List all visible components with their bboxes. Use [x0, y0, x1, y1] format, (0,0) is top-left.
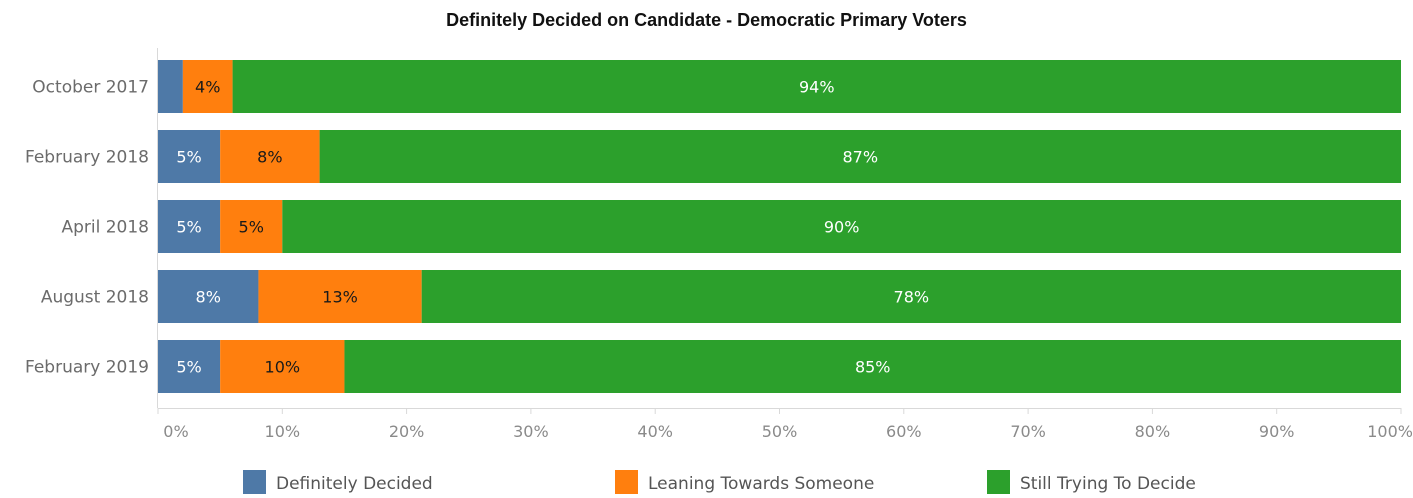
data-label: 85% [855, 358, 891, 377]
legend-item: Definitely Decided [243, 470, 433, 494]
bar-segment [158, 340, 221, 393]
bar-segment [344, 340, 1402, 393]
bars-group: 4% 94% 5% 8% 87% 5% 5% 90% 8% 13% 78% 5% 10% 85% [158, 60, 1402, 393]
bar-segment [158, 200, 221, 253]
category-label: August 2018 [41, 288, 149, 308]
chart-title: Definitely Decided on Candidate - Democr… [446, 10, 967, 30]
x-tick-label: 20% [389, 422, 425, 441]
bar-segment [158, 60, 183, 113]
data-label: 94% [799, 78, 835, 97]
legend-swatch [987, 470, 1010, 494]
stacked-bar-chart: October 2017 February 2018 April 2018 Augus… [25, 48, 1413, 441]
data-label: 13% [322, 288, 358, 307]
x-tick-label: 90% [1259, 422, 1295, 441]
bar-segment [319, 130, 1402, 183]
x-tick-label: 70% [1010, 422, 1046, 441]
x-tick-label: 80% [1135, 422, 1171, 441]
data-label: 78% [894, 288, 930, 307]
x-tick-label: 10% [265, 422, 301, 441]
category-label: April 2018 [61, 218, 149, 238]
legend-item: Still Trying To Decide [987, 470, 1196, 494]
legend-label: Still Trying To Decide [1020, 474, 1196, 494]
data-label: 90% [824, 218, 860, 237]
data-label: 5% [176, 148, 201, 167]
legend-swatch [615, 470, 638, 494]
category-label: October 2017 [32, 78, 149, 98]
category-label: February 2019 [25, 358, 149, 378]
category-label: February 2018 [25, 148, 149, 168]
legend: Definitely Decided Leaning Towards Someon… [0, 470, 1413, 494]
x-tick-label: 100% [1367, 422, 1413, 441]
data-label: 8% [257, 148, 282, 167]
bar-segment [220, 130, 320, 183]
bar-segment [258, 270, 422, 323]
x-tick-label: 40% [637, 422, 673, 441]
legend-label: Leaning Towards Someone [648, 474, 875, 494]
data-label: 8% [196, 288, 221, 307]
data-label: 5% [176, 358, 201, 377]
x-tick-label: 50% [762, 422, 798, 441]
bar-segment [220, 200, 283, 253]
legend-item: Leaning Towards Someone [615, 470, 874, 494]
data-label: 10% [265, 358, 301, 377]
x-axis: 0% 10% 20% 30% 40% 50% 60% 70% 80% 90% 100% [157, 408, 1413, 441]
x-tick-label: 0% [163, 422, 188, 441]
data-label: 5% [176, 218, 201, 237]
x-tick-label: 60% [886, 422, 922, 441]
y-axis: October 2017 February 2018 April 2018 Augus… [25, 48, 158, 408]
data-label: 4% [195, 78, 220, 97]
data-label: 87% [843, 148, 879, 167]
bar-segment [158, 270, 259, 323]
x-tick-label: 30% [513, 422, 549, 441]
legend-swatch [243, 470, 266, 494]
bar-segment [182, 60, 233, 113]
bar-segment [421, 270, 1402, 323]
legend-label: Definitely Decided [276, 474, 433, 494]
data-label: 5% [239, 218, 264, 237]
bar-segment [232, 60, 1402, 113]
bar-segment [282, 200, 1401, 253]
bar-segment [220, 340, 345, 393]
bar-segment [158, 130, 221, 183]
